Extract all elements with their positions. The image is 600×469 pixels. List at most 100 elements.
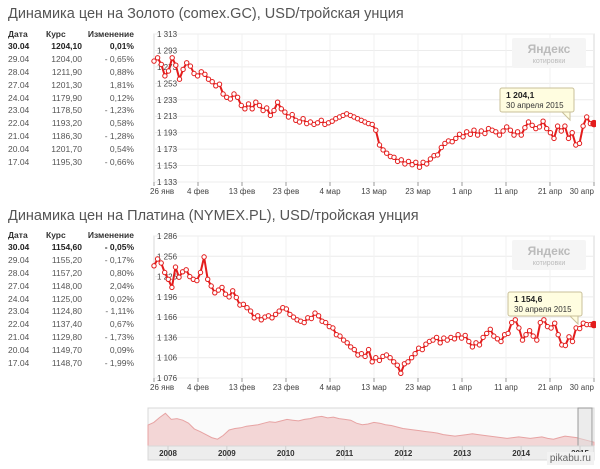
x-tick-label: 4 фев: [187, 187, 209, 196]
change-cell: 1,81%: [109, 79, 134, 90]
data-point: [444, 337, 450, 343]
data-point: [504, 124, 510, 130]
x-tick-label: 13 мар: [361, 187, 387, 196]
data-point: [260, 107, 266, 114]
data-point: [419, 346, 425, 353]
data-point: [471, 127, 477, 133]
data-point: [158, 260, 164, 266]
data-point: [176, 76, 183, 82]
table-row: 30.04 1204,10 0,01%: [8, 40, 138, 53]
data-point: [162, 73, 168, 79]
change-cell: - 1,73%: [104, 331, 134, 342]
y-tick-label: 1 256: [157, 252, 178, 261]
data-point: [409, 162, 415, 168]
data-point: [449, 139, 455, 145]
data-point: [154, 256, 161, 262]
data-point: [530, 333, 536, 339]
data-point: [434, 152, 441, 158]
data-point: [242, 106, 248, 112]
data-point: [272, 311, 279, 318]
data-point: [544, 125, 550, 132]
x-tick-label: 21 апр: [538, 187, 563, 196]
data-point: [500, 128, 506, 134]
rate-cell: 1124,80: [51, 306, 82, 317]
change-cell: - 1,23%: [104, 105, 134, 116]
change-column-header: Изменение: [87, 29, 134, 39]
date-cell: 24.04: [8, 293, 30, 304]
change-cell: 0,58%: [109, 118, 134, 129]
data-point: [264, 105, 270, 111]
year-label: 2008: [159, 449, 177, 458]
data-point: [307, 119, 314, 125]
data-point: [205, 76, 212, 82]
date-cell: 21.04: [8, 130, 30, 141]
change-cell: 0,02%: [109, 293, 134, 304]
data-point: [525, 119, 532, 125]
x-tick-label: 13 мар: [361, 383, 387, 392]
table-row: 21.04 1129,80 - 1,73%: [8, 331, 138, 344]
tooltip-box: [507, 291, 583, 317]
change-cell: - 0,65%: [104, 54, 134, 65]
data-point: [373, 355, 379, 361]
date-cell: 24.04: [8, 92, 30, 103]
date-cell: 28.04: [8, 66, 30, 77]
data-point: [151, 263, 157, 269]
y-tick-label: 1 076: [157, 374, 178, 383]
gold-price-chart[interactable]: 1 313 1 293 1 273 1 253 1 233 1 213 1 193 1 173…: [150, 26, 596, 204]
rate-cell: 1149,70: [51, 344, 82, 355]
data-point: [442, 140, 448, 147]
yandex-logo: Яндекс котировки: [512, 240, 586, 270]
data-point: [165, 68, 172, 74]
x-tick-label: 1 апр: [452, 383, 472, 392]
data-point: [296, 119, 303, 125]
data-point: [180, 66, 186, 73]
table-row: 21.04 1186,30 - 1,28%: [8, 130, 138, 143]
date-cell: 20.04: [8, 344, 30, 355]
table-header-row: Дата Курс Изменение: [8, 28, 138, 40]
data-point: [249, 106, 255, 112]
rate-cell: 1204,00: [51, 54, 82, 65]
rate-cell: 1186,30: [51, 130, 82, 141]
site-watermark: pikabu.ru: [546, 452, 594, 465]
change-cell: - 0,66%: [104, 156, 134, 167]
tooltip-date: 30 апреля 2015: [506, 101, 564, 110]
data-point: [282, 109, 288, 115]
data-point: [308, 315, 315, 322]
data-point: [230, 288, 236, 294]
data-point: [541, 317, 547, 323]
year-label: 2012: [395, 449, 413, 458]
data-point: [514, 129, 521, 135]
table-row: 24.04 1125,00 0,02%: [8, 292, 138, 305]
data-point: [536, 124, 543, 130]
tooltip-value: 1 204,1: [506, 90, 535, 100]
overview-navigator[interactable]: 20082009201020112012201320142015: [146, 404, 596, 466]
date-cell: 21.04: [8, 331, 30, 342]
data-point: [453, 135, 459, 142]
data-point: [466, 338, 472, 345]
navigator-selection-handle[interactable]: [577, 407, 593, 447]
data-point: [511, 132, 517, 138]
y-tick-label: 1 166: [157, 313, 178, 322]
rate-cell: 1195,30: [51, 156, 82, 167]
date-cell: 23.04: [8, 105, 30, 116]
data-point: [464, 129, 470, 135]
data-point: [580, 123, 586, 129]
data-point: [337, 333, 343, 339]
data-point: [512, 317, 518, 323]
change-cell: 0,01%: [109, 41, 134, 52]
data-point: [184, 60, 190, 66]
data-point: [562, 123, 568, 129]
table-row: 28.04 1211,90 0,88%: [8, 66, 138, 79]
change-cell: 0,67%: [109, 319, 134, 330]
table-row: 17.04 1148,70 - 1,99%: [8, 356, 138, 369]
date-cell: 23.04: [8, 306, 30, 317]
data-point: [278, 106, 285, 112]
table-row: 27.04 1201,30 1,81%: [8, 78, 138, 91]
data-point: [405, 359, 411, 365]
data-point: [552, 320, 558, 326]
date-cell: 29.04: [8, 54, 30, 65]
data-point: [227, 96, 234, 102]
year-label: 2011: [336, 449, 354, 458]
yandex-logo: Яндекс котировки: [512, 38, 586, 68]
